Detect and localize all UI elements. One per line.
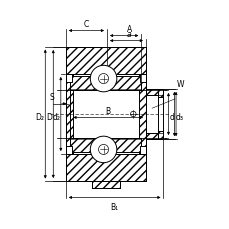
Bar — [65, 47, 145, 75]
Text: B: B — [105, 107, 110, 116]
Bar — [65, 154, 145, 182]
Bar — [65, 75, 72, 154]
Bar — [70, 77, 141, 91]
Bar — [158, 132, 163, 139]
Bar — [145, 90, 158, 95]
Bar — [158, 132, 163, 139]
Text: d: d — [169, 112, 173, 121]
Circle shape — [98, 145, 108, 155]
Circle shape — [98, 74, 108, 84]
Text: W: W — [176, 79, 184, 88]
Bar — [139, 75, 145, 83]
Bar — [138, 75, 145, 154]
Bar — [145, 134, 158, 139]
Bar — [92, 182, 119, 188]
Text: D₂: D₂ — [35, 112, 44, 121]
Bar — [65, 146, 71, 154]
Text: d₃: d₃ — [175, 112, 183, 121]
Circle shape — [90, 66, 116, 93]
Bar — [65, 75, 71, 83]
Text: A: A — [127, 25, 132, 34]
Text: C: C — [83, 20, 89, 29]
Circle shape — [90, 136, 116, 163]
Bar — [158, 90, 163, 97]
Bar — [70, 138, 141, 152]
Text: a: a — [126, 30, 131, 39]
Text: B₁: B₁ — [110, 202, 118, 211]
Text: d₂: d₂ — [52, 112, 60, 121]
Text: S: S — [50, 93, 54, 102]
Bar — [139, 146, 145, 154]
Text: D: D — [46, 112, 52, 121]
Bar — [158, 90, 163, 97]
